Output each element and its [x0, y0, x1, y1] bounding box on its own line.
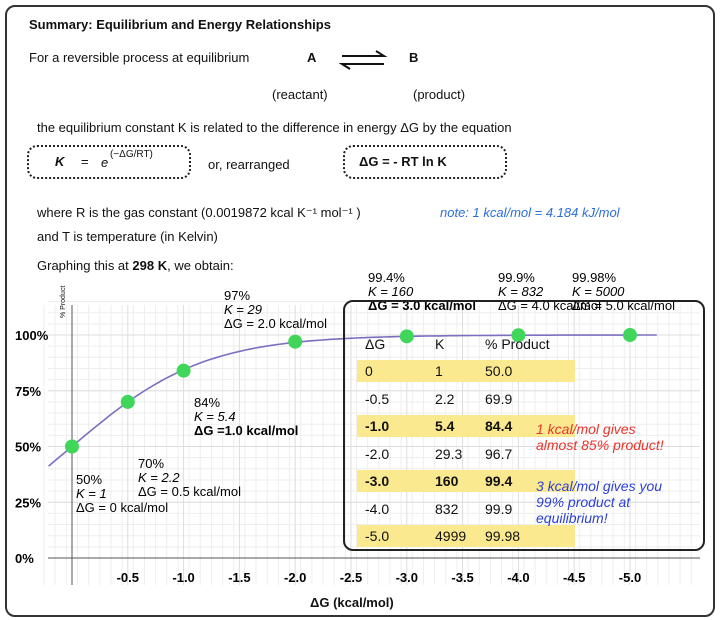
table-cell: -5.0 — [365, 528, 390, 544]
product-symbol: B — [409, 50, 419, 65]
x-tick-label: -5.0 — [619, 570, 641, 585]
x-tick-label: -4.0 — [507, 570, 529, 585]
data-point-label: 70% — [138, 456, 164, 471]
table-cell: -3.0 — [365, 473, 390, 489]
graph-intro: Graphing this at 298 K, we obtain: — [37, 258, 234, 273]
x-tick-label: -2.5 — [340, 570, 362, 585]
data-point — [623, 328, 637, 343]
eq-base: e — [101, 155, 109, 170]
table-cell: 4999 — [435, 528, 467, 544]
data-point-label: K = 29 — [224, 302, 262, 317]
data-point-label: 97% — [224, 288, 250, 303]
data-point — [65, 439, 79, 454]
table-cell: -1.0 — [365, 418, 390, 434]
table-cell: 1 — [435, 363, 443, 379]
data-point-label: 84% — [194, 395, 220, 410]
data-point — [120, 394, 135, 409]
equation-box-dg: ΔG = - RT ln K — [343, 145, 507, 179]
summary-card — [5, 5, 715, 617]
table-cell: 160 — [435, 473, 459, 489]
relation-text: the equilibrium constant K is related to… — [37, 120, 512, 135]
table-header: ΔG — [365, 336, 386, 352]
data-point-label: K = 5000 — [572, 284, 625, 299]
row-highlight — [357, 415, 575, 437]
reactant-symbol: A — [307, 50, 317, 65]
x-tick-label: -3.0 — [396, 570, 418, 585]
table-header: % Product — [485, 336, 550, 352]
table-cell: 99.98 — [485, 528, 521, 544]
data-point-label: K = 160 — [368, 284, 414, 299]
data-point-label: ΔG =1.0 kcal/mol — [194, 423, 298, 438]
y-tick-label: 75% — [15, 384, 41, 399]
row-highlight — [357, 470, 575, 492]
table-cell: 96.7 — [485, 445, 513, 462]
table-cell: 29.3 — [435, 445, 463, 462]
table-cell: 69.9 — [485, 390, 513, 407]
data-point — [399, 329, 414, 344]
data-point-label: ΔG = 0 kcal/mol — [76, 500, 168, 515]
table-cell: 99.4 — [485, 473, 513, 489]
or-text: or, rearranged — [208, 157, 290, 172]
x-tick-label: -0.5 — [117, 570, 139, 585]
reactant-label: (reactant) — [272, 87, 328, 102]
x-tick-label: -2.0 — [284, 570, 306, 585]
data-point-label: ΔG = 0.5 kcal/mol — [138, 484, 241, 499]
x-tick-label: -1.5 — [228, 570, 250, 585]
x-tick-label: -4.5 — [563, 570, 585, 585]
callout-blue: 3 kcal/mol gives you 99% product at equili… — [536, 478, 663, 526]
title: Summary: Equilibrium and Energy Relation… — [29, 17, 331, 32]
table-cell: -0.5 — [365, 390, 390, 407]
product-label: (product) — [413, 87, 466, 102]
table-cell: 84.4 — [485, 418, 513, 434]
equation-box-k: K = e (−ΔG/RT) — [27, 145, 191, 179]
temperature-text: and T is temperature (in Kelvin) — [37, 229, 218, 244]
table-cell: -2.0 — [365, 445, 390, 462]
x-tick-label: -3.5 — [451, 570, 473, 585]
y-tick-label: 25% — [15, 495, 41, 510]
eq-k: K — [55, 154, 65, 169]
y-tick-label: 0% — [15, 551, 34, 566]
fit-curve — [48, 334, 657, 467]
intro-text: For a reversible process at equilibrium — [29, 50, 250, 65]
data-point-label: 99.9% — [498, 270, 535, 285]
eq-equals: = — [81, 154, 89, 169]
data-point-label: K = 2.2 — [138, 470, 180, 485]
data-table: ΔG K % Product 0 1 50.0 -0.5 2.2 69.9 -1.0 5.4 84.4… — [343, 300, 705, 551]
table-cell: 99.9 — [485, 500, 513, 517]
data-point-label: K = 832 — [498, 284, 544, 299]
gas-constant-text: where R is the gas constant (0.0019872 k… — [37, 205, 361, 220]
table-cell: 5.4 — [435, 418, 455, 434]
data-point-label: K = 5.4 — [194, 409, 236, 424]
eq-dg: ΔG = - RT ln K — [359, 154, 447, 169]
table-cell: 50.0 — [485, 363, 513, 379]
y-tick-label: 100% — [15, 328, 49, 343]
data-point — [176, 363, 191, 378]
unit-note: note: 1 kcal/mol = 4.184 kJ/mol — [440, 205, 620, 220]
data-point — [288, 334, 303, 349]
data-point-label: 99.4% — [368, 270, 405, 285]
data-point — [511, 328, 526, 343]
y-axis-label: % Product — [60, 285, 67, 318]
eq-exponent: (−ΔG/RT) — [110, 149, 153, 160]
table-cell: 0 — [365, 363, 373, 379]
x-tick-label: -1.0 — [172, 570, 194, 585]
x-axis-label: ΔG (kcal/mol) — [310, 595, 394, 610]
table-header: K — [435, 336, 445, 352]
row-highlight — [357, 525, 575, 547]
y-tick-label: 50% — [15, 440, 41, 455]
data-point-label: ΔG = 2.0 kcal/mol — [224, 316, 327, 331]
table-cell: 2.2 — [435, 390, 455, 407]
row-highlight — [357, 360, 575, 382]
data-point-label: K = 1 — [76, 486, 107, 501]
table-cell: -4.0 — [365, 500, 390, 517]
callout-red: 1 kcal/mol gives almost 85% product! — [536, 421, 664, 453]
data-point-label: 50% — [76, 472, 102, 487]
table-cell: 832 — [435, 500, 459, 517]
data-point-label: 99.98% — [572, 270, 617, 285]
